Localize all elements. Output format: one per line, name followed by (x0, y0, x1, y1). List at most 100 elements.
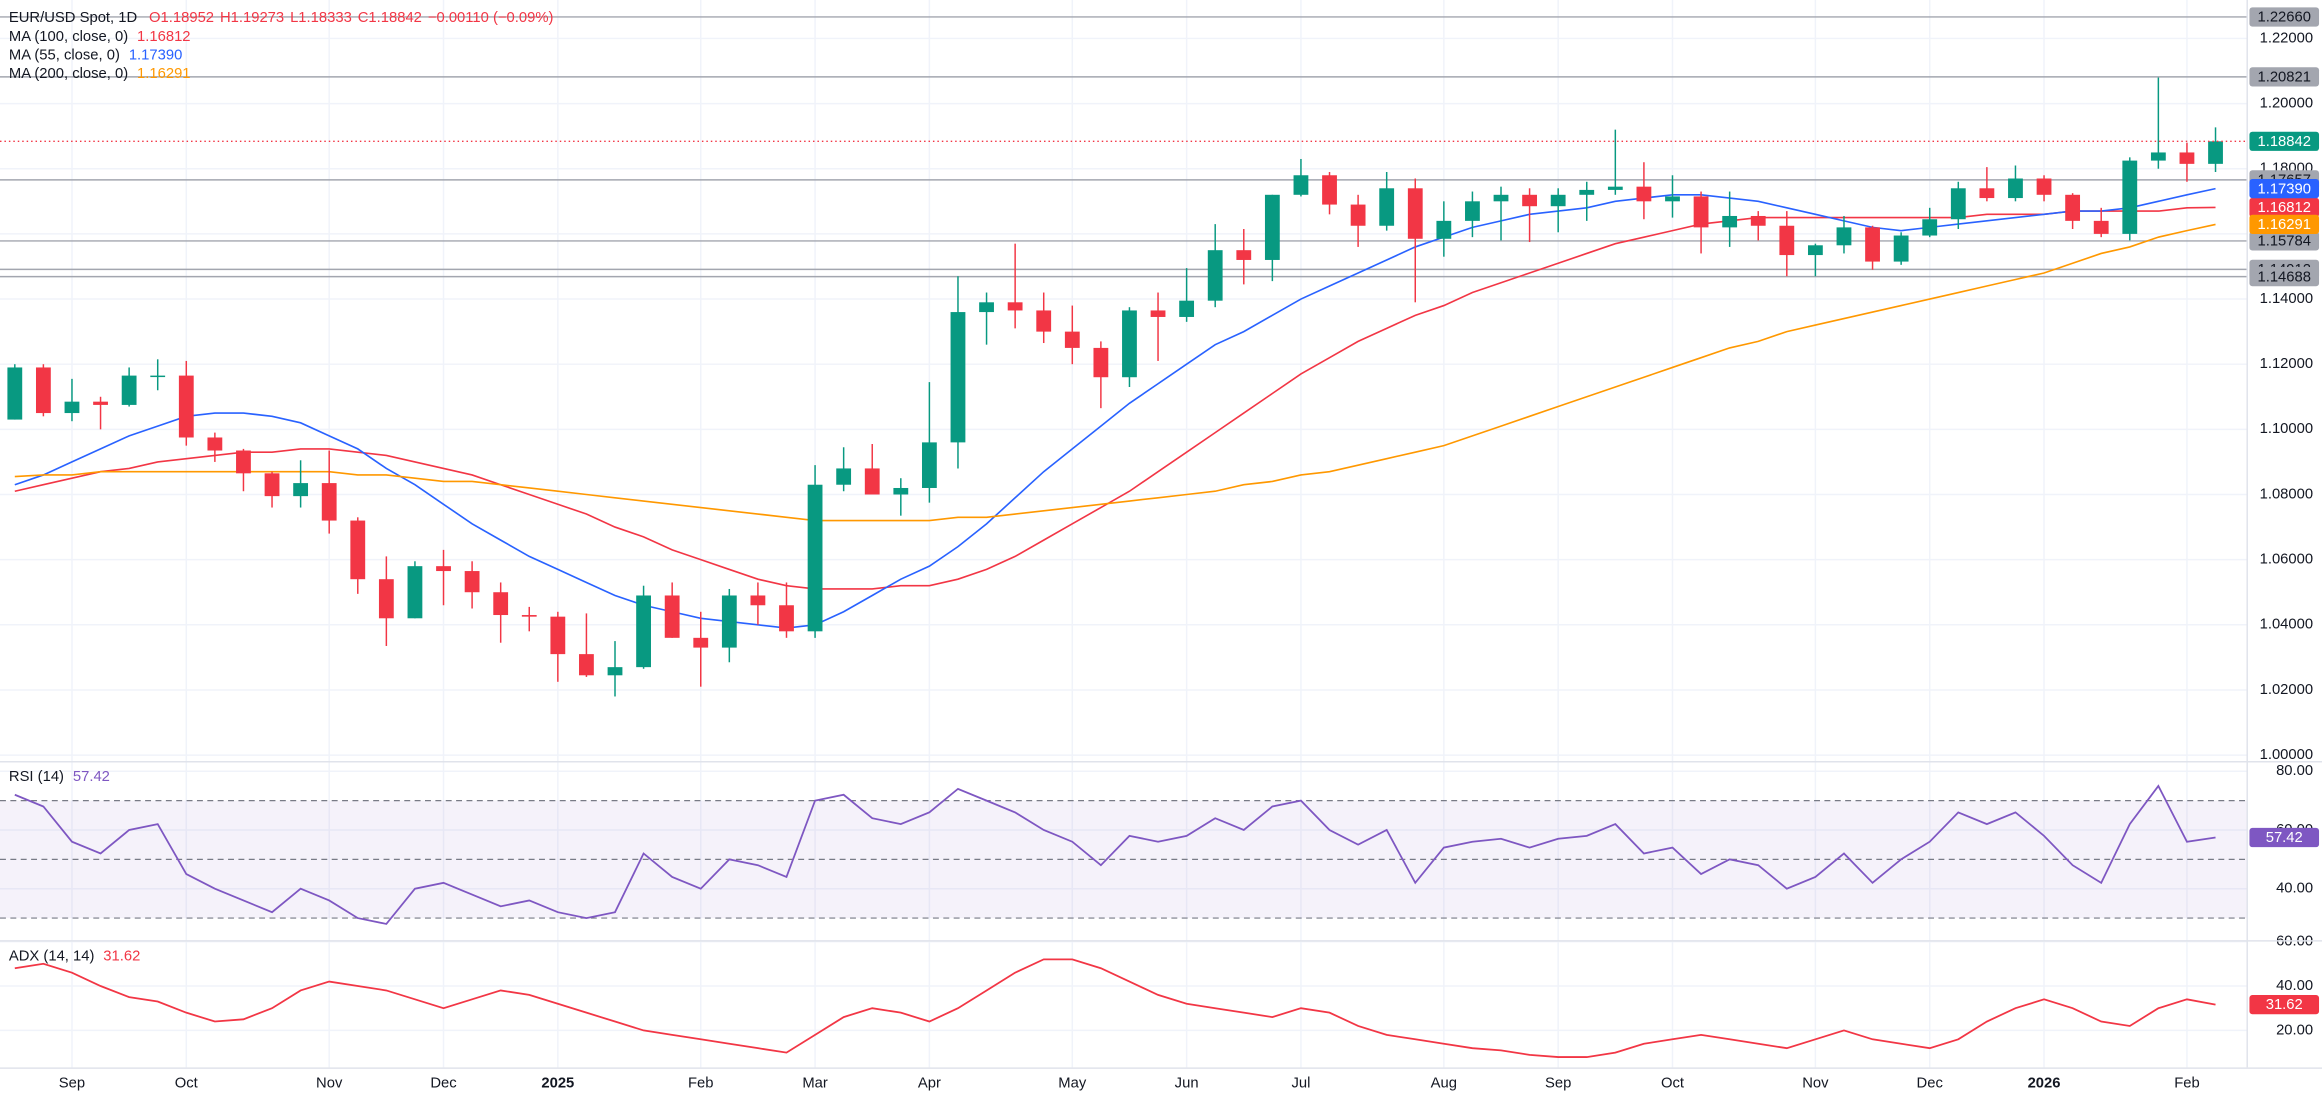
x-tick-label: Jun (1175, 1076, 1199, 1092)
candle-body (779, 605, 794, 632)
legend-change: −0.00110 (−0.09%) (428, 10, 554, 26)
price-tag-label: 57.42 (2266, 830, 2303, 846)
candle-body (1750, 215, 1766, 226)
candle-body (893, 487, 909, 495)
legend-name: MA (55, close, 0) (9, 47, 120, 63)
candle-body (1579, 189, 1595, 195)
candle-body (2065, 194, 2081, 221)
candle-body (1836, 227, 1852, 246)
x-tick-label: Oct (175, 1076, 198, 1092)
x-tick-label: Feb (688, 1076, 714, 1092)
indicator-line (14, 784, 2216, 925)
y-tick-label: 1.14000 (2260, 291, 2314, 307)
candle-body (1322, 175, 1337, 205)
price-tag-label: 31.62 (2266, 997, 2303, 1013)
price-tag-label: 1.15784 (2257, 234, 2311, 250)
candle-body (607, 667, 623, 676)
indicator-line (14, 958, 2216, 1058)
candle-body (93, 401, 108, 405)
x-tick-label: 2025 (541, 1076, 574, 1092)
legend: EUR/USD Spot, 1D O1.18952 H1.19273 L1.18333… (9, 10, 554, 26)
candle-body (236, 450, 251, 474)
legend-name: ADX (14, 14) (9, 948, 95, 964)
candle-body (1179, 300, 1195, 317)
x-tick-label: Mar (802, 1076, 828, 1092)
candle-body (1436, 220, 1452, 239)
x-tick-label: Dec (1917, 1076, 1944, 1092)
candle-body (207, 437, 223, 451)
price-tag (2249, 827, 2320, 848)
candle-body (950, 312, 966, 443)
candle-body (1036, 310, 1052, 332)
candle-body (1665, 196, 1680, 202)
x-tick-label: Sep (1545, 1076, 1571, 1092)
y-tick-label: 1.04000 (2260, 617, 2314, 633)
candle-body (321, 483, 337, 521)
candle-body (436, 566, 451, 572)
candle-body (664, 595, 680, 638)
candle-body (7, 367, 23, 420)
x-tick-label: Nov (316, 1076, 343, 1092)
legend-ohlc: C1.18842 (358, 10, 422, 26)
candle-body (579, 654, 594, 676)
candle-body (521, 615, 537, 617)
candle-body (979, 302, 994, 313)
moving-average-line (14, 223, 2216, 522)
y-tick-label: 1.02000 (2260, 682, 2314, 698)
candle-body (836, 468, 852, 485)
legend-value: 1.16812 (137, 29, 191, 45)
candle-body (921, 442, 937, 488)
legend-name: RSI (14) (9, 769, 64, 785)
candle-body (464, 571, 480, 593)
candle-body (264, 473, 280, 497)
x-tick-label: Sep (59, 1076, 85, 1092)
y-tick-label: 1.00000 (2260, 747, 2314, 763)
x-tick-label: Nov (1802, 1076, 1829, 1092)
candle-body (1350, 204, 1366, 226)
x-tick-label: Oct (1661, 1076, 1684, 1092)
tag-layer: 1.226601.208211.176571.157841.149121.146… (2249, 7, 2320, 1015)
x-tick-label: Apr (918, 1076, 941, 1092)
candle-body (493, 592, 509, 616)
legend: ADX (14, 14) 31.62 (9, 948, 140, 964)
price-tag (2249, 131, 2320, 151)
y-tick-label: 40.00 (2276, 881, 2313, 897)
x-tick-label: 2026 (2028, 1076, 2061, 1092)
candle-body (1636, 186, 1652, 202)
price-tag (2249, 231, 2320, 251)
price-tag-label: 1.22660 (2257, 10, 2311, 26)
candle-body (1979, 188, 1995, 199)
candle-body (1236, 250, 1252, 260)
y-tick-label: 1.10000 (2260, 421, 2314, 437)
candle-body (1807, 245, 1823, 256)
candle-body (864, 468, 880, 495)
legend: MA (200, close, 0) 1.16291 (9, 66, 191, 82)
price-tag-label: 1.16291 (2257, 217, 2311, 233)
x-tick-label: Feb (2174, 1076, 2200, 1092)
legend: MA (55, close, 0) 1.17390 (9, 47, 182, 63)
price-tag-label: 1.16812 (2257, 200, 2311, 216)
x-tick-label: Dec (430, 1076, 457, 1092)
candle-body (150, 375, 166, 378)
legend-ohlc: O1.18952 (149, 10, 214, 26)
candle-body (64, 401, 80, 414)
legend-ohlc: H1.19273 (220, 10, 284, 26)
candle-body (2093, 220, 2109, 234)
candle-body (2150, 152, 2166, 161)
candle-body (350, 520, 366, 580)
candle-body (2208, 141, 2223, 164)
candle-body (1207, 250, 1223, 301)
candle-body (1607, 186, 1623, 190)
legend-value: 31.62 (103, 948, 140, 964)
legend-value: 1.16291 (137, 66, 191, 82)
candle-body (1779, 225, 1795, 256)
candle-body (378, 579, 394, 619)
price-tag-label: 1.17390 (2257, 181, 2311, 197)
candle-body (1264, 194, 1280, 260)
candle-body (693, 637, 709, 648)
y-tick-label: 40.00 (2276, 978, 2313, 994)
candle-body (121, 375, 137, 405)
candle-body (1522, 194, 1537, 207)
price-tag (2249, 7, 2320, 27)
candle-body (1865, 227, 1880, 262)
